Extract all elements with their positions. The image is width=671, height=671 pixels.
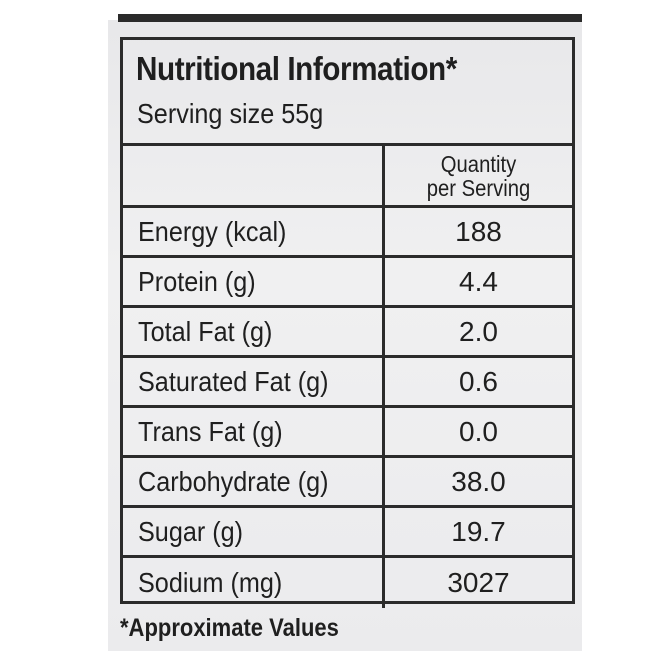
nutrition-panel: Nutritional Information* Serving size 55… xyxy=(120,37,575,608)
nutrient-value: 3027 xyxy=(447,567,510,598)
nutrient-name: Sodium (mg) xyxy=(138,567,283,598)
table-row: Sodium (mg) 3027 xyxy=(123,558,572,608)
nutrient-name: Trans Fat (g) xyxy=(138,415,283,447)
nutrient-value: 4.4 xyxy=(459,265,498,297)
nutrient-value: 188 xyxy=(455,215,502,247)
nutrient-value: 19.7 xyxy=(451,515,506,547)
nutrient-name: Saturated Fat (g) xyxy=(138,365,329,397)
nutrient-value-cell: 0.6 xyxy=(385,358,572,405)
table-header-row: Quantity per Serving xyxy=(123,146,572,208)
nutrient-value-cell: 0.0 xyxy=(385,408,572,455)
table-row: Protein (g) 4.4 xyxy=(123,258,572,308)
nutrient-value: 38.0 xyxy=(451,465,506,497)
column-header-line1: Quantity xyxy=(440,151,517,177)
nutrient-name: Carbohydrate (g) xyxy=(138,465,329,497)
nutrient-name: Sugar (g) xyxy=(138,515,244,547)
nutrient-value-cell: 4.4 xyxy=(385,258,572,305)
approximate-values-footnote: *Approximate Values xyxy=(120,614,339,642)
nutrient-value: 0.0 xyxy=(459,415,498,447)
nutrient-name: Total Fat (g) xyxy=(138,315,273,347)
nutrient-value-cell: 38.0 xyxy=(385,458,572,505)
column-header-line2: per Serving xyxy=(426,175,531,201)
package-top-edge xyxy=(118,14,582,22)
nutrient-name-cell: Carbohydrate (g) xyxy=(123,458,385,505)
nutrient-value: 0.6 xyxy=(459,365,498,397)
serving-size: Serving size 55g xyxy=(137,98,324,129)
nutrient-value-cell: 19.7 xyxy=(385,508,572,555)
table-row: Sugar (g) 19.7 xyxy=(123,508,572,558)
quantity-column-header: Quantity per Serving xyxy=(385,146,572,205)
label-background xyxy=(108,20,582,651)
nutrition-table: Quantity per Serving Energy (kcal) 188 P… xyxy=(123,146,572,608)
table-row: Saturated Fat (g) 0.6 xyxy=(123,358,572,408)
header-empty-cell xyxy=(123,146,385,205)
nutrient-name-cell: Saturated Fat (g) xyxy=(123,358,385,405)
nutrient-value-cell: 3027 xyxy=(385,558,572,608)
nutrient-value-cell: 188 xyxy=(385,208,572,255)
nutrient-value-cell: 2.0 xyxy=(385,308,572,355)
nutrition-title: Nutritional Information* xyxy=(136,50,457,87)
nutrient-name-cell: Sugar (g) xyxy=(123,508,385,555)
table-row: Trans Fat (g) 0.0 xyxy=(123,408,572,458)
nutrient-name: Energy (kcal) xyxy=(138,215,287,247)
nutrient-name-cell: Trans Fat (g) xyxy=(123,408,385,455)
table-row: Total Fat (g) 2.0 xyxy=(123,308,572,358)
nutrient-value: 2.0 xyxy=(459,315,498,347)
nutrient-name-cell: Protein (g) xyxy=(123,258,385,305)
nutrient-name-cell: Energy (kcal) xyxy=(123,208,385,255)
nutrient-name-cell: Sodium (mg) xyxy=(123,558,385,608)
table-row: Carbohydrate (g) 38.0 xyxy=(123,458,572,508)
nutrition-header: Nutritional Information* Serving size 55… xyxy=(123,40,572,146)
nutrient-name-cell: Total Fat (g) xyxy=(123,308,385,355)
table-row: Energy (kcal) 188 xyxy=(123,208,572,258)
nutrient-name: Protein (g) xyxy=(138,265,256,297)
